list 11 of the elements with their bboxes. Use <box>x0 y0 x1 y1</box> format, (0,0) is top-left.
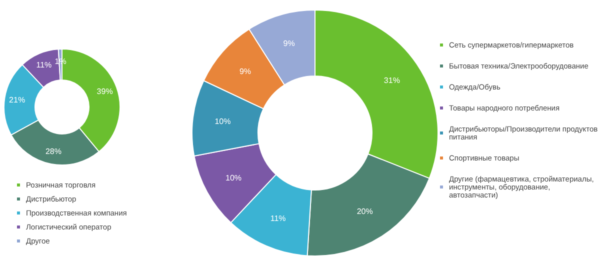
data-label: 28% <box>45 147 62 156</box>
data-label: 21% <box>9 95 26 104</box>
data-label: 39% <box>96 87 113 96</box>
data-label: 9% <box>239 67 252 76</box>
data-label: 31% <box>384 76 400 86</box>
data-label: 9% <box>283 39 295 48</box>
data-label: 10% <box>214 116 231 126</box>
data-label: 10% <box>225 173 242 182</box>
data-label: 20% <box>356 207 373 216</box>
data-label: 11% <box>270 214 286 223</box>
data-label: 11% <box>36 60 52 70</box>
